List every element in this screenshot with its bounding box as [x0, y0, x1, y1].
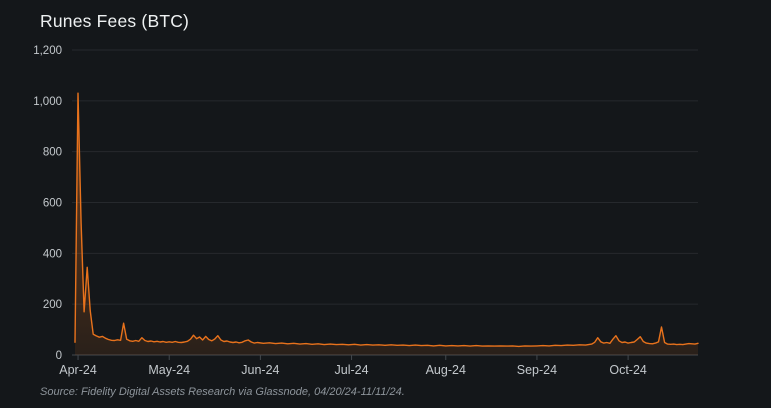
x-tick-label: Oct-24: [609, 363, 647, 377]
x-tick-label: Sep-24: [517, 363, 557, 377]
x-tick-label: May-24: [148, 363, 190, 377]
series-area-fill: [75, 93, 698, 355]
y-tick-label: 1,200: [33, 45, 62, 57]
y-tick-label: 600: [43, 198, 62, 210]
y-tick-label: 200: [43, 299, 62, 311]
x-tick-label: Apr-24: [59, 363, 97, 377]
y-tick-label: 400: [43, 248, 62, 260]
x-tick-label: Aug-24: [426, 363, 466, 377]
x-axis: Apr-24 May-24 Jun-24 Jul-24 Aug-24 Sep-24 Oct-…: [59, 354, 698, 377]
y-axis-labels: 0 200 400 600 800 1,000 1,200: [33, 45, 62, 362]
y-tick-label: 1,000: [33, 96, 62, 108]
x-tick-label: Jun-24: [241, 363, 279, 377]
runes-fees-chart: 0 200 400 600 800 1,000 1,200 Apr-24 May-24 Jun-2…: [33, 45, 699, 377]
chart-title: Runes Fees (BTC): [40, 11, 190, 31]
gridlines: [72, 49, 698, 305]
chart-area: 0 200 400 600 800 1,000 1,200 Apr-24 May-24 Jun-2…: [33, 45, 699, 377]
source-note: Source: Fidelity Digital Assets Research…: [40, 386, 405, 398]
y-tick-label: 800: [43, 147, 62, 159]
y-tick-label: 0: [56, 350, 62, 362]
series-line: [74, 92, 699, 348]
x-tick-label: Jul-24: [335, 363, 369, 377]
